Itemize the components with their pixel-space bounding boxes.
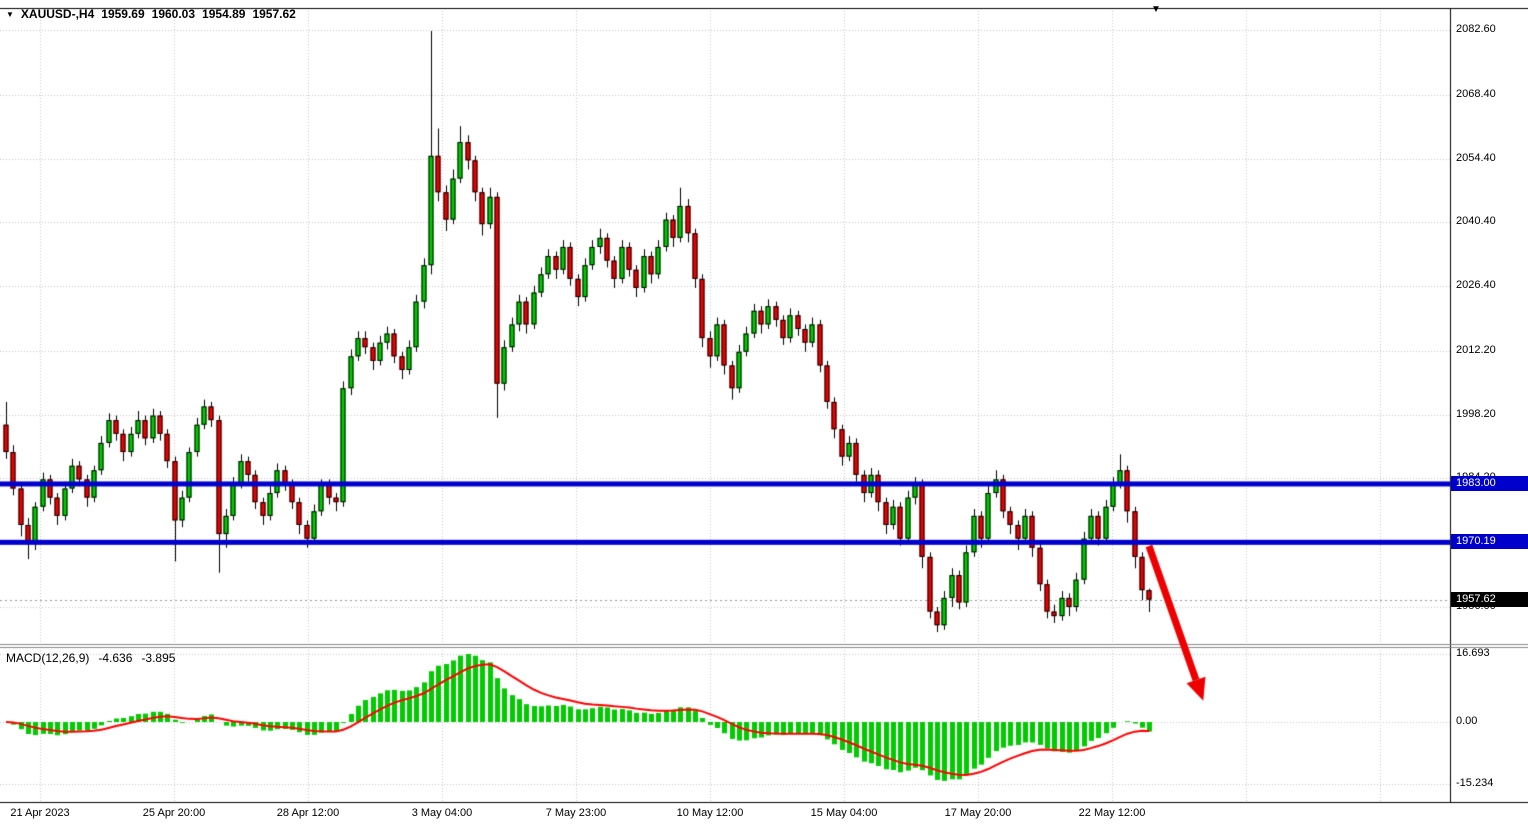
time-axis-label: 22 May 12:00 bbox=[1078, 807, 1146, 819]
ohlc-close-value: 1957.62 bbox=[252, 7, 296, 21]
ohlc-open-value: 1959.69 bbox=[101, 7, 145, 21]
ohlc-high-value: 1960.03 bbox=[151, 7, 196, 21]
indicator-label: MACD(12,26,9) -4.636 -3.895 bbox=[6, 651, 175, 665]
price-axis-label: 2040.40 bbox=[1456, 215, 1496, 228]
indicator-macd-value: -4.636 bbox=[98, 651, 133, 665]
indicator-axis-label: -15.234 bbox=[1456, 777, 1494, 790]
price-axis[interactable]: 2082.60 2068.40 2054.40 2040.40 2026.40 2012.… bbox=[1450, 0, 1528, 825]
time-axis[interactable]: 21 Apr 2023 25 Apr 20:00 28 Apr 12:00 3 May… bbox=[0, 803, 1450, 825]
symbol-period-label: XAUUSD-,H4 bbox=[20, 7, 95, 21]
price-axis-label: 1998.20 bbox=[1456, 407, 1496, 420]
price-tag[interactable]: 1983.00 bbox=[1451, 475, 1528, 491]
price-axis-label: 2054.40 bbox=[1456, 151, 1496, 164]
indicator-name: MACD(12,26,9) bbox=[6, 651, 90, 665]
price-tag[interactable]: 1957.62 bbox=[1451, 591, 1528, 607]
ohlc-low-value: 1954.89 bbox=[202, 7, 246, 21]
time-axis-label: 3 May 04:00 bbox=[411, 807, 473, 819]
time-axis-label: 25 Apr 20:00 bbox=[142, 807, 206, 819]
price-axis-label: 2082.60 bbox=[1456, 23, 1496, 35]
symbol-ohlc-bar: ▼ XAUUSD-,H4 1959.69 1960.03 1954.89 195… bbox=[6, 7, 296, 21]
price-tag[interactable]: 1970.19 bbox=[1451, 534, 1528, 550]
indicator-axis-label: 16.693 bbox=[1456, 646, 1490, 659]
time-axis-label: 7 May 23:00 bbox=[545, 807, 607, 819]
indicator-signal-value: -3.895 bbox=[141, 651, 176, 665]
price-axis-label: 2068.40 bbox=[1456, 87, 1496, 100]
time-axis-label: 15 May 04:00 bbox=[810, 807, 878, 819]
price-axis-label: 2026.40 bbox=[1456, 279, 1496, 292]
price-axis-label: 2012.20 bbox=[1456, 343, 1496, 356]
time-axis-label: 10 May 12:00 bbox=[676, 807, 744, 819]
symbol-dropdown-icon[interactable]: ▼ bbox=[6, 9, 14, 19]
time-axis-label: 17 May 20:00 bbox=[944, 807, 1012, 819]
time-axis-label: 21 Apr 2023 bbox=[10, 807, 70, 819]
chart-shift-marker-icon[interactable]: ▼ bbox=[1151, 4, 1161, 15]
indicator-axis-label: 0.00 bbox=[1456, 715, 1478, 727]
time-axis-label: 28 Apr 12:00 bbox=[276, 807, 340, 819]
